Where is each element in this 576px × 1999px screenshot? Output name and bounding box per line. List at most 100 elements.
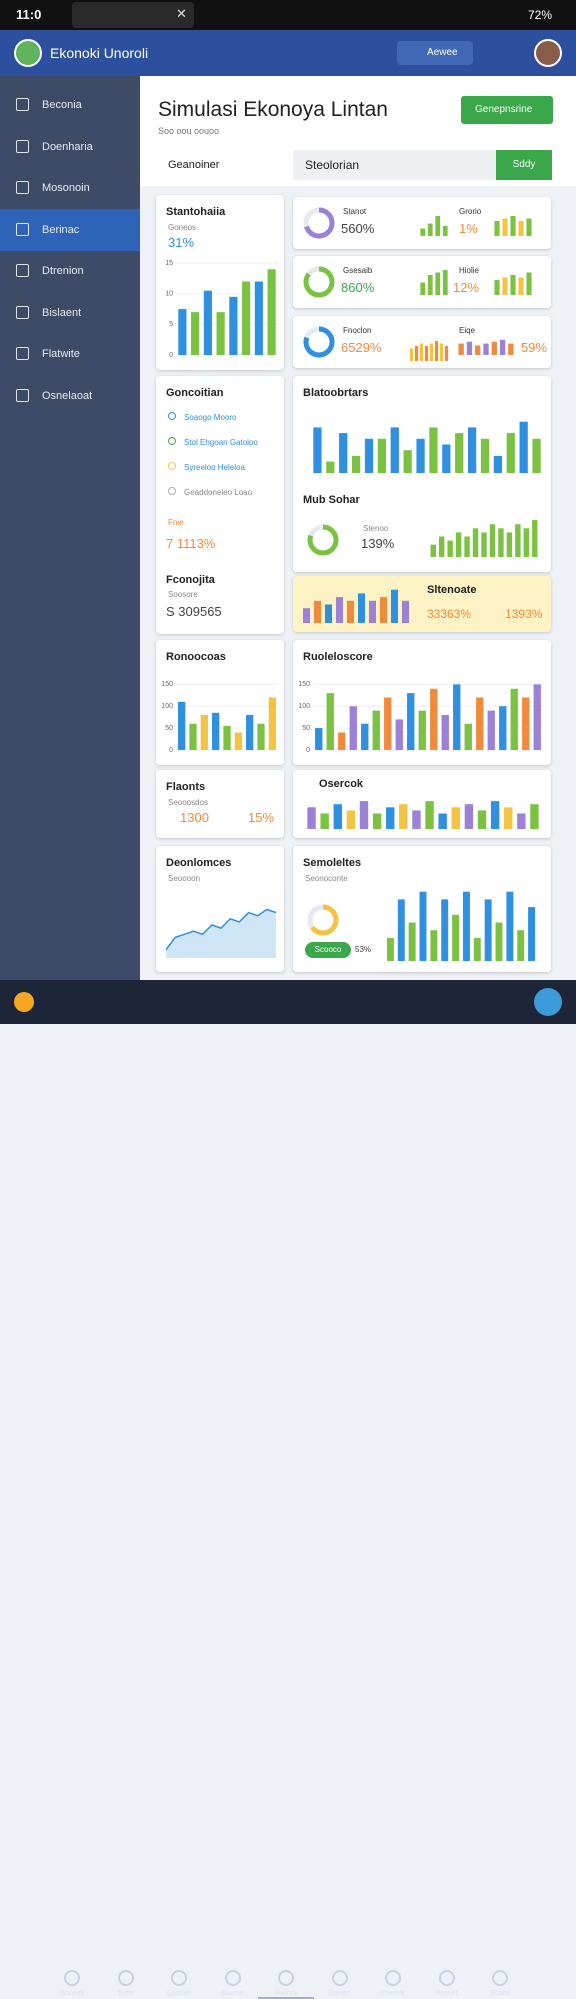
bar [499, 706, 507, 750]
close-icon[interactable]: ✕ [176, 6, 187, 21]
card: Stantohaiia Goneos 31% 0 5 10 15 [156, 195, 284, 370]
sidebar-item[interactable]: Dtrenion [0, 250, 140, 292]
bar [326, 461, 335, 473]
bar [518, 221, 524, 236]
nav-item[interactable]: Gaanie [205, 1964, 261, 1997]
y-tick-label: 50 [302, 725, 310, 732]
sidebar-icon [16, 347, 29, 360]
list-label: Soaogo Mooro [184, 413, 237, 422]
nav-item[interactable]: Goneek [44, 1964, 100, 1997]
action-button[interactable]: Genepnsrine [461, 96, 553, 124]
bar [464, 723, 472, 750]
mini-value: 560% [341, 221, 375, 236]
nav-label: Toonl [117, 1990, 134, 1997]
y-tick-label: 100 [161, 703, 173, 710]
bar [189, 723, 197, 750]
home-icon[interactable] [14, 992, 34, 1012]
bar [399, 804, 408, 829]
mini-card: Stanot 560% Grorio 1% [293, 197, 551, 249]
bar [526, 218, 532, 236]
bar [346, 810, 356, 829]
tab[interactable] [72, 2, 194, 28]
mini-label: Hiolie [459, 266, 480, 275]
nav-item[interactable]: Ceenek [365, 1964, 421, 1997]
bar [493, 455, 503, 473]
bar [473, 937, 481, 961]
sidebar-icon [16, 264, 29, 277]
bar [313, 600, 322, 623]
card: Semoleltes Seonoconte Scooco 53% [293, 846, 551, 972]
nav-item[interactable]: Ecnial [472, 1964, 528, 1997]
bar-chart [494, 272, 532, 295]
bar [498, 528, 504, 557]
bar [267, 269, 276, 355]
list: Soaogo Mooro Stol Ehgoan Gatoloo Syreeloo … [168, 412, 278, 512]
bar [377, 438, 387, 473]
bar [429, 427, 438, 473]
bar [408, 922, 416, 961]
area [166, 909, 276, 958]
filter[interactable]: Geanoiner [168, 159, 220, 171]
value: 33363% [427, 607, 472, 621]
card-button[interactable]: Scooco [305, 942, 351, 958]
sidebar-item[interactable]: Bislaent [0, 292, 140, 334]
card-title: Ruoleloscore [303, 651, 373, 663]
value: 1300 [180, 810, 209, 825]
bar-chart [386, 891, 536, 961]
bar [530, 804, 539, 829]
y-tick-label: 10 [165, 291, 173, 298]
card-title: Sltenoate [427, 584, 477, 596]
list-icon [168, 437, 176, 445]
time: 11:0 [16, 7, 42, 22]
bar-chart [313, 421, 541, 473]
nav-item[interactable]: Sconet [419, 1964, 475, 1997]
nav-item[interactable]: Cnonnh [151, 1964, 207, 1997]
avatar[interactable] [534, 39, 562, 67]
search-input[interactable]: Steolorian [293, 150, 496, 180]
card: Ruoleloscore 0 50 100 150 [293, 640, 551, 765]
bar [320, 813, 329, 829]
list-label: Stol Ehgoan Gatoloo [184, 438, 258, 447]
sidebar-item[interactable]: Doenharia [0, 126, 140, 168]
donut [307, 524, 339, 556]
account-button[interactable]: Aewee [397, 41, 473, 65]
nav-item[interactable]: Toonl [98, 1964, 154, 1997]
bar [444, 346, 449, 361]
bar [390, 427, 399, 473]
card: Osercok [293, 770, 551, 838]
bar [510, 216, 516, 236]
sidebar-label: Flatwite [42, 348, 80, 360]
bar [442, 270, 448, 295]
nav-icon [385, 1970, 401, 1986]
bar [419, 343, 424, 361]
avatar[interactable] [534, 988, 562, 1016]
bar [434, 341, 439, 361]
y-tick-label: 50 [165, 725, 173, 732]
battery: 72% [528, 8, 553, 22]
sidebar-label: Dtrenion [42, 265, 84, 277]
donut-arc [307, 524, 339, 556]
nav-label: Cnonnh [166, 1990, 192, 1997]
bar [528, 907, 536, 961]
sidebar-item[interactable]: Mosonoin [0, 167, 140, 209]
bar [203, 290, 212, 355]
nav-item[interactable]: Conlen [312, 1964, 368, 1997]
card: Goncoitian Soaogo Mooro Stol Ehgoan Gatol… [156, 376, 284, 634]
y-tick-label: 0 [306, 747, 310, 754]
bar [425, 801, 434, 829]
sidebar-label: Berinac [42, 223, 80, 236]
bar [223, 725, 231, 750]
bar [427, 223, 433, 236]
bar-chart: 0 50 100 150 [161, 681, 278, 754]
bar [441, 715, 449, 750]
sidebar-item[interactable]: Beconia [0, 84, 140, 126]
bar [467, 427, 477, 473]
nav-item[interactable]: Bonnck [258, 1964, 314, 1999]
sidebar-item[interactable]: Flatwite [0, 333, 140, 375]
sidebar-item[interactable]: Berinac [0, 208, 140, 251]
bar [522, 697, 530, 750]
sidebar-item[interactable]: Osnelaoat [0, 375, 140, 417]
nav-icon [278, 1970, 294, 1986]
bar [464, 804, 474, 829]
search-button[interactable]: Sddy [496, 150, 552, 180]
